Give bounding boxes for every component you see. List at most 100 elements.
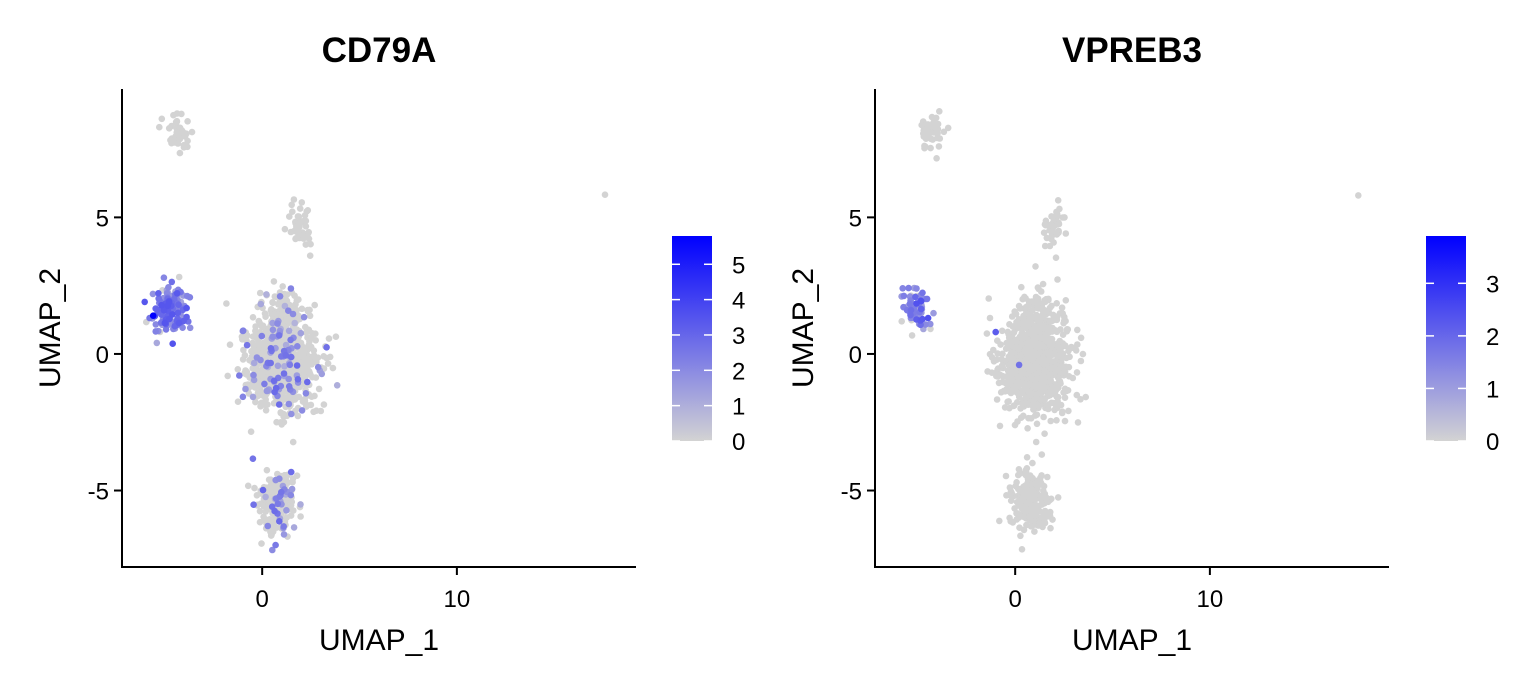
- data-point: [1031, 324, 1038, 332]
- data-point: [1049, 311, 1057, 319]
- data-point: [258, 323, 266, 330]
- data-point: [1048, 213, 1055, 220]
- data-point: [983, 330, 991, 337]
- data-point: [285, 307, 292, 315]
- colorbar-tick-label: 1: [1486, 376, 1499, 403]
- x-ticks: 0 10: [1009, 567, 1224, 613]
- data-point: [1032, 438, 1040, 446]
- data-point: [1040, 322, 1047, 329]
- data-point: [250, 359, 258, 367]
- data-point: [239, 327, 247, 335]
- data-point: [1020, 412, 1027, 420]
- data-point: [922, 321, 929, 328]
- data-point: [250, 346, 257, 353]
- data-point: [323, 344, 330, 351]
- x-tick-label: 10: [1197, 586, 1224, 613]
- data-point: [1039, 300, 1046, 307]
- data-point: [226, 341, 234, 349]
- data-point: [294, 343, 301, 350]
- data-point: [907, 306, 915, 314]
- y-tick-label: 0: [849, 342, 862, 369]
- data-point: [1031, 528, 1038, 535]
- data-point: [1017, 498, 1025, 505]
- colorbar-tick-label: 2: [1486, 324, 1499, 351]
- data-point: [1019, 330, 1026, 337]
- data-point: [994, 373, 1002, 380]
- data-point: [287, 491, 295, 499]
- data-point: [1043, 234, 1051, 242]
- data-point: [1046, 341, 1053, 349]
- data-point: [289, 438, 297, 446]
- data-point: [1038, 451, 1046, 458]
- data-point: [288, 201, 296, 209]
- data-point: [1009, 348, 1017, 356]
- data-point: [917, 297, 925, 305]
- data-point: [275, 401, 283, 408]
- data-point: [923, 295, 931, 303]
- data-point: [260, 392, 268, 400]
- data-point: [930, 309, 937, 317]
- data-point: [297, 352, 304, 360]
- y-axis-title: UMAP_2: [787, 268, 820, 388]
- data-point: [169, 311, 176, 318]
- data-point: [1013, 389, 1020, 396]
- data-point: [1064, 387, 1072, 394]
- data-point: [155, 290, 162, 297]
- data-point: [271, 507, 278, 515]
- data-point: [257, 356, 264, 364]
- data-point: [269, 319, 276, 327]
- data-point: [287, 353, 295, 361]
- data-point: [161, 319, 169, 327]
- data-point: [1000, 387, 1008, 395]
- data-point: [1050, 364, 1058, 372]
- data-point: [1061, 417, 1069, 425]
- data-point: [165, 298, 173, 306]
- data-point: [1018, 546, 1026, 553]
- data-point: [944, 124, 952, 132]
- data-point: [152, 328, 159, 335]
- data-point: [283, 507, 290, 514]
- data-point: [296, 231, 303, 238]
- data-point: [302, 390, 310, 397]
- y-tick-label: -5: [841, 479, 862, 506]
- data-point: [266, 497, 274, 505]
- data-point: [1044, 327, 1052, 335]
- data-point: [326, 353, 334, 361]
- data-point: [1017, 405, 1024, 412]
- data-point: [1006, 362, 1014, 369]
- y-tick-label: 5: [849, 205, 862, 232]
- data-point: [1032, 412, 1039, 419]
- umap-points: [898, 108, 1362, 553]
- data-point: [1059, 340, 1067, 347]
- data-point: [274, 362, 282, 370]
- data-point: [258, 540, 265, 547]
- data-point: [1047, 524, 1054, 532]
- data-point: [1064, 326, 1072, 333]
- data-point: [1002, 380, 1010, 387]
- data-point: [333, 382, 341, 389]
- data-point: [296, 205, 304, 212]
- data-point: [304, 378, 311, 386]
- x-ticks: 0 10: [256, 567, 470, 613]
- data-point: [1037, 395, 1045, 403]
- data-point: [178, 127, 186, 134]
- data-point: [932, 114, 940, 122]
- data-point: [325, 335, 333, 342]
- data-point: [927, 325, 934, 333]
- data-point: [149, 312, 157, 320]
- data-point: [1055, 352, 1062, 360]
- data-point: [267, 359, 275, 367]
- data-point: [1062, 297, 1070, 304]
- data-point: [899, 285, 906, 292]
- colorbar-tick-label: 4: [732, 288, 745, 315]
- data-point: [1053, 300, 1060, 307]
- data-point: [923, 133, 931, 141]
- data-point: [176, 135, 184, 143]
- data-point: [1074, 419, 1082, 426]
- colorbar-ticks: 0 1 2 3: [1426, 271, 1499, 456]
- data-point: [153, 339, 161, 347]
- data-point: [310, 408, 317, 416]
- data-point: [992, 328, 999, 336]
- data-point: [285, 327, 293, 335]
- data-point: [1026, 472, 1034, 479]
